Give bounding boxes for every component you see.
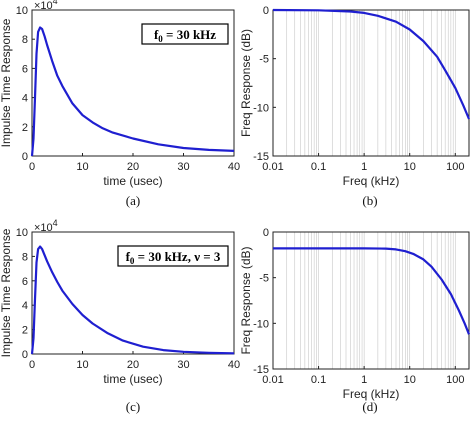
x-tick-label: 40 bbox=[228, 161, 240, 173]
annotation-label: f0 = 30 kHz, ν = 3 bbox=[126, 249, 221, 266]
y-tick-label: 10 bbox=[16, 5, 28, 17]
y-tick-label: 0 bbox=[22, 151, 28, 163]
series-line bbox=[30, 245, 235, 355]
y-tick-label: -5 bbox=[259, 54, 269, 66]
x-axis-label: time (usec) bbox=[103, 174, 162, 188]
y-axis-label: Impulse Time Response bbox=[0, 228, 13, 357]
x-tick-label: 100 bbox=[446, 161, 464, 173]
y-tick-label: 0 bbox=[263, 227, 269, 239]
x-tick-label: 0.1 bbox=[311, 161, 326, 173]
x-axis-label: time (usec) bbox=[103, 372, 162, 386]
panel-a: 0 10 20 30 40 0 2 4 6 8 10 time (usec) Impulse Time … bbox=[0, 0, 240, 208]
x-tick-label: 10 bbox=[404, 374, 416, 386]
panel-caption: (d) bbox=[362, 399, 377, 414]
x-tick-label: 0.01 bbox=[262, 374, 283, 386]
panel-caption: (a) bbox=[126, 193, 140, 208]
y-tick-label: 4 bbox=[22, 93, 28, 105]
series-line bbox=[272, 8, 471, 120]
y-tick-label: 0 bbox=[263, 5, 269, 17]
x-tick-label: 100 bbox=[446, 374, 464, 386]
x-tick-label: 10 bbox=[404, 161, 416, 173]
annotation-label: f0 = 30 kHz bbox=[154, 27, 216, 44]
y-tick-label: -5 bbox=[259, 273, 269, 285]
y-axis-label: Freq Response (dB) bbox=[239, 246, 253, 354]
x-tick-label: 0 bbox=[29, 359, 35, 371]
panel-b: 0.01 0.1 1 10 100 0 -5 -10 -15 Freq (kHz) Freq Res… bbox=[239, 5, 471, 208]
plot-frame bbox=[272, 231, 470, 370]
y-tick-label: 6 bbox=[22, 63, 28, 75]
x-tick-label: 30 bbox=[177, 161, 189, 173]
y-tick-label: 2 bbox=[22, 122, 28, 134]
annotation-box bbox=[117, 245, 229, 267]
y-tick-label: 8 bbox=[22, 251, 28, 263]
series-line bbox=[30, 26, 235, 157]
y-exponent-label: ×104 bbox=[34, 0, 58, 12]
x-tick-label: 10 bbox=[76, 161, 88, 173]
panel-caption: (c) bbox=[126, 399, 140, 414]
panel-d: 0.01 0.1 1 10 100 0 -5 -10 -15 Freq (kHz) Freq Res… bbox=[239, 227, 471, 414]
x-tick-label: 0.01 bbox=[262, 161, 283, 173]
y-axis-label: Impulse Time Response bbox=[0, 18, 13, 147]
y-tick-label: -15 bbox=[253, 364, 269, 376]
y-axis-label: Freq Response (dB) bbox=[239, 29, 253, 137]
annotation-box bbox=[141, 23, 229, 45]
y-tick-label: -10 bbox=[253, 318, 269, 330]
y-tick-label: 0 bbox=[22, 349, 28, 361]
x-tick-label: 20 bbox=[127, 359, 139, 371]
y-tick-label: -10 bbox=[253, 102, 269, 114]
y-tick-label: -15 bbox=[253, 151, 269, 163]
x-tick-label: 40 bbox=[228, 359, 240, 371]
x-tick-label: 10 bbox=[76, 359, 88, 371]
y-tick-label: 4 bbox=[22, 300, 28, 312]
x-tick-label: 0 bbox=[29, 161, 35, 173]
x-axis-label: Freq (kHz) bbox=[343, 387, 400, 401]
x-tick-label: 20 bbox=[127, 161, 139, 173]
panel-c: 0 10 20 30 40 0 2 4 6 8 10 time (usec) Impulse Time … bbox=[0, 218, 240, 414]
x-tick-label: 1 bbox=[361, 161, 367, 173]
y-tick-label: 8 bbox=[22, 34, 28, 46]
panel-caption: (b) bbox=[362, 193, 377, 208]
x-tick-label: 30 bbox=[177, 359, 189, 371]
y-tick-label: 6 bbox=[22, 276, 28, 288]
x-axis-label: Freq (kHz) bbox=[343, 174, 400, 188]
y-tick-label: 10 bbox=[16, 227, 28, 239]
y-exponent-label: ×104 bbox=[34, 218, 58, 234]
x-tick-label: 0.1 bbox=[311, 374, 326, 386]
x-tick-label: 1 bbox=[361, 374, 367, 386]
y-tick-label: 2 bbox=[22, 325, 28, 337]
plot-frame bbox=[272, 9, 470, 157]
series-line bbox=[273, 247, 471, 335]
